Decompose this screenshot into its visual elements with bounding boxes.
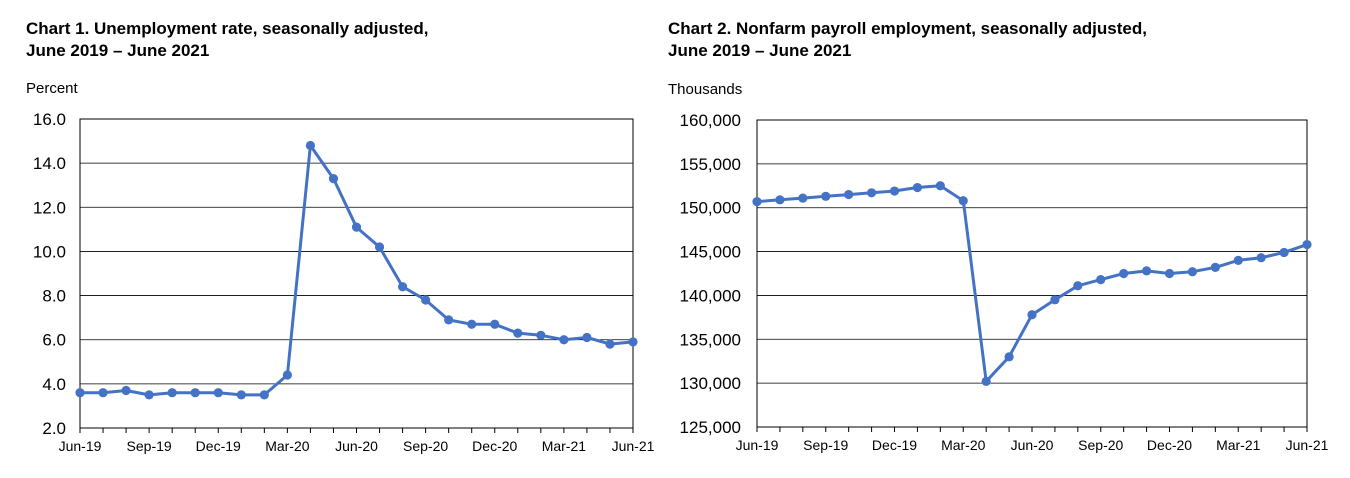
chart1-x-tick-label: Jun-21 <box>612 438 655 454</box>
chart1-data-point <box>328 173 339 184</box>
chart2-y-tick-label: 125,000 <box>680 418 741 437</box>
chart1-title-line1: Chart 1. Unemployment rate, seasonally a… <box>26 19 429 38</box>
chart2-data-point <box>1073 281 1083 291</box>
chart1-data-point <box>444 315 454 325</box>
chart1-data-point <box>628 337 638 347</box>
chart2-y-axis-label: Thousands <box>668 81 743 98</box>
chart2-data-point <box>1164 268 1175 279</box>
chart2-data-point <box>935 181 945 191</box>
chart2-data-point <box>866 188 877 198</box>
chart2-series-line <box>756 184 1308 383</box>
chart1-y-tick-label: 2.0 <box>42 419 66 438</box>
chart2-x-tick-label: Mar-20 <box>941 437 986 453</box>
chart1-y-tick-label: 4.0 <box>42 375 66 394</box>
chart1-data-point <box>98 388 108 398</box>
chart1-data-point <box>190 388 200 398</box>
chart1-x-tick-label: Sep-19 <box>127 438 172 454</box>
chart1-y-tick-label: 8.0 <box>42 287 66 306</box>
chart1-data-point <box>236 390 246 400</box>
chart2-x-tick-label: Dec-20 <box>1147 437 1192 453</box>
chart2-data-point <box>1004 352 1014 362</box>
chart2-data-point <box>1119 268 1129 279</box>
chart1-data-point <box>121 385 131 396</box>
chart1-data-point <box>259 390 269 400</box>
chart1-data-point <box>421 295 431 305</box>
chart2-y-tick-label: 130,000 <box>680 374 741 393</box>
chart1-plot: 2.0 4.0 6.0 8.0 10.0 12.0 14.0 16.0 Jun-19 Sep-19… <box>33 110 655 454</box>
chart1-data-point <box>582 332 592 343</box>
chart1-data-point <box>536 330 546 340</box>
chart1-data-point <box>605 339 615 349</box>
chart2-data-point <box>844 189 854 200</box>
chart2-x-tick-label: Mar-21 <box>1216 437 1261 453</box>
chart2-data-point <box>1210 262 1220 272</box>
chart2-data-point <box>981 376 991 386</box>
chart2-x-tick-label: Sep-19 <box>803 437 848 453</box>
chart1-data-point <box>559 335 569 345</box>
chart2-data-point <box>1233 255 1243 265</box>
chart1-title: Chart 1. Unemployment rate, seasonally a… <box>26 18 428 62</box>
chart1-x-tick-label: Dec-19 <box>196 438 241 454</box>
chart2-data-point <box>1141 266 1152 276</box>
chart2-y-tick-label: 135,000 <box>680 330 741 349</box>
chart2-y-tick-label: 155,000 <box>680 155 741 174</box>
chart1-data-point <box>513 328 523 338</box>
chart2-title-line1: Chart 2. Nonfarm payroll employment, sea… <box>668 19 1147 38</box>
chart2-data-point <box>798 193 808 203</box>
chart1-data-point <box>305 140 316 151</box>
chart2-data-point <box>1256 253 1266 263</box>
chart2-data-point <box>821 191 831 201</box>
chart1-title-line2: June 2019 – June 2021 <box>26 41 210 60</box>
chart1-x-tick-label: Jun-20 <box>335 438 378 454</box>
chart2-data-point <box>889 186 900 196</box>
chart2-plot: 125,000 130,000 135,000 140,000 145,000 150,0… <box>680 111 1329 453</box>
chart1-y-tick-label: 16.0 <box>33 110 66 129</box>
chart1-data-point <box>75 388 85 398</box>
chart1-plot-frame <box>79 118 634 429</box>
chart1-x-tick-label: Sep-20 <box>403 438 448 454</box>
chart2-data-point <box>775 195 785 205</box>
chart2-data-point <box>912 182 923 193</box>
chart2-x-tick-label: Sep-20 <box>1078 437 1123 453</box>
chart1-data-point <box>144 390 154 400</box>
chart2-x-tick-label: Jun-19 <box>736 437 779 453</box>
chart2-y-tick-label: 145,000 <box>680 243 741 262</box>
chart2-y-tick-label: 140,000 <box>680 286 741 305</box>
chart2-data-point <box>1096 275 1106 285</box>
chart2-plot-frame <box>756 119 1308 428</box>
chart2-data-point <box>1279 247 1289 258</box>
chart1-data-point <box>282 370 292 380</box>
chart2-y-tick-label: 150,000 <box>680 199 741 218</box>
chart2-x-tick-label: Jun-20 <box>1011 437 1054 453</box>
chart1-data-point <box>351 222 362 232</box>
chart2-title: Chart 2. Nonfarm payroll employment, sea… <box>668 18 1147 62</box>
chart1-data-point <box>467 319 477 329</box>
chart2-data-point <box>1027 310 1037 320</box>
chart2-data-point <box>1187 267 1198 277</box>
chart2-x-tick-label: Dec-19 <box>872 437 917 453</box>
chart1-y-axis-label: Percent <box>26 80 78 97</box>
chart2-title-line2: June 2019 – June 2021 <box>668 41 852 60</box>
chart2-data-point <box>1050 295 1060 305</box>
chart1-y-tick-label: 12.0 <box>33 198 66 217</box>
chart1-data-point <box>167 388 177 398</box>
chart2-x-tick-label: Jun-21 <box>1286 437 1329 453</box>
chart2-data-point <box>752 196 762 207</box>
chart1-x-tick-label: Dec-20 <box>472 438 517 454</box>
chart2-data-point <box>958 196 968 206</box>
chart1-x-tick-label: Mar-20 <box>265 438 310 454</box>
chart1-data-point <box>397 282 408 292</box>
chart1-x-tick-label: Jun-19 <box>59 438 102 454</box>
chart1-y-tick-label: 10.0 <box>33 242 66 261</box>
chart2-y-tick-label: 160,000 <box>680 111 741 130</box>
chart1-data-point <box>490 319 500 329</box>
chart1-y-tick-label: 14.0 <box>33 154 66 173</box>
chart1-series-line <box>80 144 634 397</box>
chart1-data-point <box>374 242 385 252</box>
chart1-data-point <box>213 388 223 398</box>
chart2-data-point <box>1302 239 1312 250</box>
chart1-x-tick-label: Mar-21 <box>542 438 587 454</box>
chart1-y-tick-label: 6.0 <box>42 331 66 350</box>
